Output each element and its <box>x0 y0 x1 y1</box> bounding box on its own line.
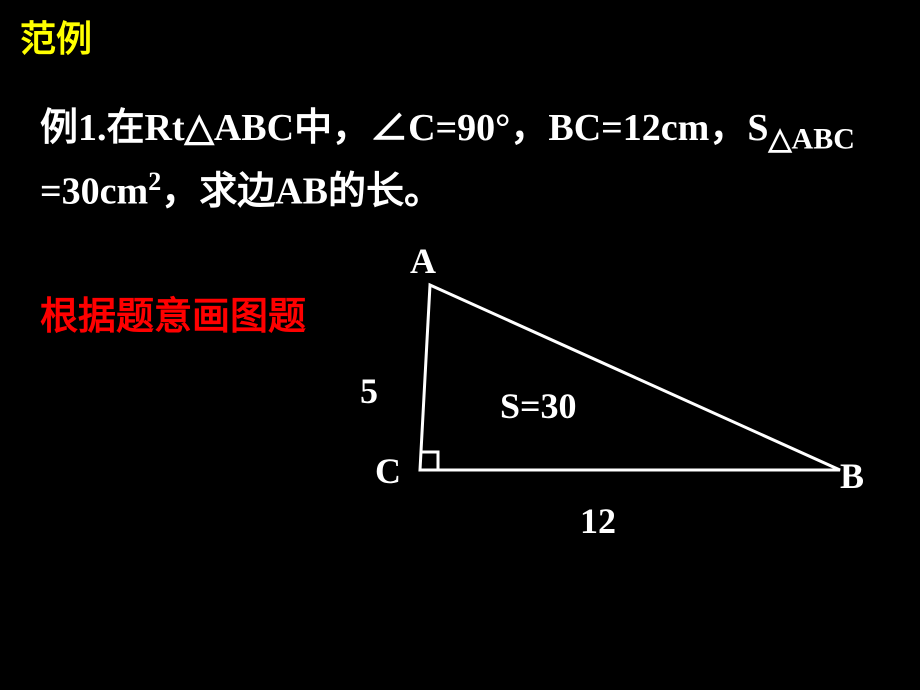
triangle-diagram <box>370 250 870 570</box>
side-bc-length: 12 <box>580 500 616 542</box>
problem-suffix: ，求边AB的长。 <box>161 170 442 212</box>
vertex-label-a: A <box>410 240 436 282</box>
triangle-symbol: △ <box>185 107 214 149</box>
right-angle-icon <box>420 452 438 470</box>
problem-statement: 例1.在Rt△ABC中，∠C=90°，BC=12cm，S△ABC =30cm2，… <box>40 100 880 220</box>
superscript-2: 2 <box>148 167 161 196</box>
triangle-svg <box>370 250 870 570</box>
subscript-triangle: △ <box>768 123 791 156</box>
problem-prefix: 例1.在Rt <box>40 107 185 149</box>
area-label: S=30 <box>500 385 577 427</box>
problem-body: ABC中，∠C=90°，BC=12cm，S <box>214 107 769 149</box>
vertex-label-b: B <box>840 455 864 497</box>
subscript-abc: ABC <box>792 123 855 156</box>
vertex-label-c: C <box>375 450 401 492</box>
slide-title: 范例 <box>20 10 92 62</box>
triangle-shape <box>420 285 840 470</box>
side-ac-length: 5 <box>360 370 378 412</box>
instruction-text: 根据题意画图题 <box>40 285 306 340</box>
area-text: =30cm <box>40 170 148 212</box>
